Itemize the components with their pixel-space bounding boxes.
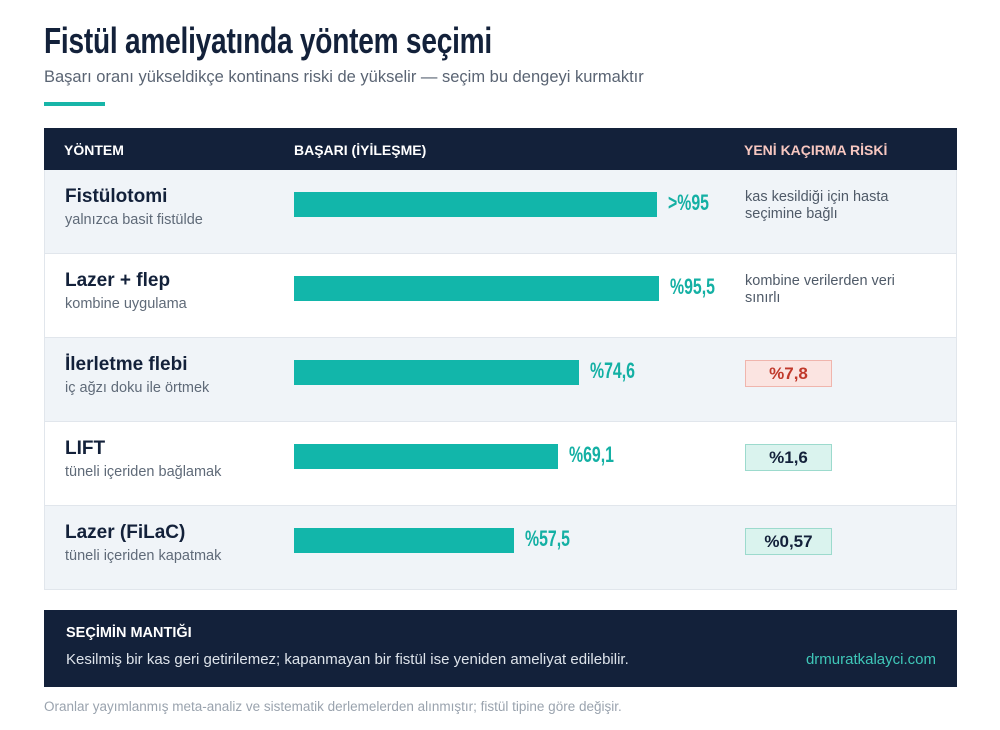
column-header-method: YÖNTEM — [64, 142, 124, 158]
page-title: Fistül ameliyatında yöntem seçimi — [44, 20, 492, 61]
success-value-label: %95,5 — [670, 274, 715, 299]
success-value-label: %74,6 — [590, 358, 635, 383]
method-description: tüneli içeriden kapatmak — [65, 548, 222, 564]
method-name: Fistülotomi — [65, 186, 168, 207]
success-value-label: %57,5 — [525, 526, 570, 551]
risk-badge: %0,57 — [745, 528, 832, 555]
logic-text: Kesilmiş bir kas geri getirilemez; kapan… — [66, 651, 629, 668]
method-name: Lazer + flep — [65, 270, 171, 291]
table-row: Fistülotomi yalnızca basit fistülde >%95… — [44, 170, 957, 254]
method-description: tüneli içeriden bağlamak — [65, 464, 222, 480]
method-description: yalnızca basit fistülde — [65, 212, 203, 228]
footnote: Oranlar yayımlanmış meta-analiz ve siste… — [44, 699, 622, 714]
success-bar — [294, 444, 558, 469]
selection-logic-panel: SEÇİMİN MANTIĞI Kesilmiş bir kas geri ge… — [44, 610, 957, 687]
success-bar — [294, 360, 579, 385]
column-header-success: BAŞARI (İYİLEŞME) — [294, 142, 427, 158]
comparison-table: YÖNTEM BAŞARI (İYİLEŞME) YENİ KAÇIRMA Rİ… — [44, 128, 957, 590]
success-bar — [294, 276, 659, 301]
table-row: İlerletme flebi iç ağzı doku ile örtmek … — [44, 338, 957, 422]
table-row: Lazer (FiLaC) tüneli içeriden kapatmak %… — [44, 506, 957, 590]
method-name: İlerletme flebi — [65, 354, 188, 375]
success-value-label: %69,1 — [569, 442, 614, 467]
method-description: kombine uygulama — [65, 296, 187, 312]
logic-title: SEÇİMİN MANTIĞI — [66, 625, 192, 641]
page-subtitle: Başarı oranı yükseldikçe kontinans riski… — [44, 68, 644, 86]
risk-note: kombine verilerden veri sınırlı — [745, 273, 895, 306]
table-row: Lazer + flep kombine uygulama %95,5 komb… — [44, 254, 957, 338]
title-accent-rule — [44, 102, 105, 106]
website-link[interactable]: drmuratkalayci.com — [805, 651, 936, 668]
column-header-risk: YENİ KAÇIRMA RİSKİ — [744, 142, 888, 158]
risk-badge: %7,8 — [745, 360, 832, 387]
success-bar — [294, 192, 657, 217]
risk-note: kas kesildiği için hasta seçimine bağlı — [745, 189, 889, 222]
table-row: LIFT tüneli içeriden bağlamak %69,1 %1,6 — [44, 422, 957, 506]
success-bar — [294, 528, 514, 553]
method-name: Lazer (FiLaC) — [65, 522, 186, 543]
table-header: YÖNTEM BAŞARI (İYİLEŞME) YENİ KAÇIRMA Rİ… — [44, 128, 957, 170]
method-description: iç ağzı doku ile örtmek — [65, 380, 210, 396]
method-name: LIFT — [65, 438, 106, 459]
success-value-label: >%95 — [668, 190, 709, 215]
risk-badge: %1,6 — [745, 444, 832, 471]
